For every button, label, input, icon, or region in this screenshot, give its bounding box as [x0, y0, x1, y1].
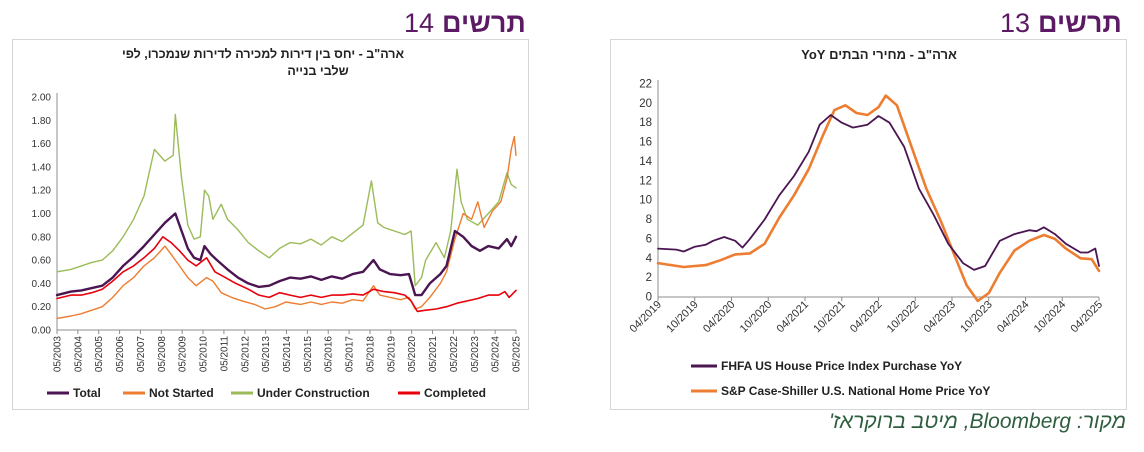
x-tick-label: 05/2004: [73, 336, 84, 373]
x-tick-label: 05/2007: [136, 336, 147, 373]
x-tick-label: 05/2014: [282, 336, 293, 373]
chart-13-svg: ארה"ב - מחירי הבתים YoY 0 2 4 6 8 10 12 14 16 18 2…: [628, 47, 1106, 398]
x-tick-label: 04/2020: [701, 299, 738, 336]
y-tick-label: 2.00: [32, 93, 52, 104]
series-line-fhfa-us-house-price-index-purchase-yoy: [657, 114, 1100, 271]
y-tick-label: 12: [639, 175, 652, 187]
y-tick-label: 0: [646, 292, 652, 304]
x-tick-label: 10/2020: [738, 299, 775, 336]
chart-14-panel: ארה"ב - יחס בין דירות למכירה לדירות שנמכ…: [12, 39, 529, 410]
y-tick-label: 16: [639, 137, 652, 149]
y-tick-label: 1.60: [32, 139, 52, 150]
x-tick-label: 05/2005: [94, 336, 105, 373]
x-tick-label: 10/2023: [958, 299, 995, 336]
y-tick-label: 1.00: [32, 209, 52, 220]
x-tick-label: 05/2015: [303, 336, 314, 373]
y-tick-label: 1.20: [32, 186, 52, 197]
x-tick-label: 05/2025: [512, 336, 523, 373]
x-tick-label: 05/2020: [407, 336, 418, 373]
legend-label-fhfa-us-house-price-index-purchase-yoy: FHFA US House Price Index Purchase YoY: [721, 359, 962, 373]
x-tick-label: 05/2010: [199, 336, 210, 373]
y-tick-label: 1.40: [32, 162, 52, 173]
chart-14-svg: ארה"ב - יחס בין דירות למכירה לדירות שנמכ…: [32, 47, 523, 400]
x-tick-label: 04/2024: [995, 299, 1032, 336]
legend-label-not-started: Not Started: [149, 386, 214, 400]
y-tick-label: 2: [646, 272, 652, 284]
chart-13-header-word: תרשים: [1038, 8, 1122, 38]
x-tick-label: 04/2019: [628, 299, 665, 336]
y-tick-label: 6: [646, 233, 652, 245]
source-note: מקור: Bloomberg, מיטב ברוקראז': [829, 410, 1126, 433]
chart-13-panel: ארה"ב - מחירי הבתים YoY 0 2 4 6 8 10 12 14 16 18 2…: [610, 39, 1127, 410]
chart-14-header-word: תרשים: [442, 8, 526, 38]
x-tick-label: 05/2013: [261, 336, 272, 373]
chart-13-header-number: 13: [1000, 8, 1031, 38]
x-tick-label: 05/2024: [491, 336, 502, 373]
y-tick-label: 1.80: [32, 116, 52, 127]
x-tick-label: 04/2022: [848, 299, 885, 336]
series-line-total: [55, 212, 518, 297]
y-tick-label: 0.60: [32, 256, 52, 267]
y-tick-label: 14: [639, 156, 652, 168]
x-tick-label: 05/2016: [324, 336, 335, 373]
legend-label-completed: Completed: [424, 386, 486, 400]
x-tick-label: 05/2018: [365, 336, 376, 373]
legend-label-s-p-case-shiller-u-s-national-home-price-yoy: S&P Case-Shiller U.S. National Home Pric…: [721, 384, 990, 398]
series-line-under-construction: [56, 113, 517, 287]
y-tick-label: 22: [639, 79, 652, 91]
x-tick-label: 04/2021: [775, 299, 812, 336]
chart-14-title-line1: ארה"ב - יחס בין דירות למכירה לדירות שנמכ…: [122, 47, 404, 61]
x-tick-label: 05/2003: [53, 336, 64, 373]
y-tick-label: 18: [639, 117, 652, 129]
y-tick-label: 0.40: [32, 279, 52, 290]
y-tick-label: 4: [646, 253, 653, 265]
x-tick-label: 05/2008: [157, 336, 168, 373]
y-tick-label: 0.00: [32, 326, 52, 337]
series-line-s-p-case-shiller-u-s-national-home-price-yoy: [656, 94, 1101, 303]
y-tick-label: 0.20: [32, 302, 52, 313]
x-tick-label: 05/2009: [178, 336, 189, 373]
chart-13-header: תרשים13: [1000, 8, 1122, 39]
x-tick-label: 05/2019: [386, 336, 397, 373]
chart-14-header: תרשים14: [404, 8, 526, 39]
x-tick-label: 05/2023: [470, 336, 481, 373]
legend-label-total: Total: [73, 386, 101, 400]
y-tick-label: 8: [646, 214, 652, 226]
x-tick-label: 05/2012: [240, 336, 251, 373]
x-tick-label: 10/2024: [1032, 299, 1069, 336]
legend-label-under-construction: Under Construction: [257, 386, 370, 400]
x-tick-label: 04/2023: [922, 299, 959, 336]
x-tick-label: 05/2021: [428, 336, 439, 373]
series-line-not-started: [56, 135, 517, 320]
y-tick-label: 10: [639, 195, 652, 207]
x-tick-label: 05/2006: [115, 336, 126, 373]
y-tick-label: 20: [639, 98, 652, 110]
series-line-completed: [56, 236, 517, 313]
x-tick-label: 10/2021: [811, 299, 848, 336]
y-tick-label: 0.80: [32, 232, 52, 243]
x-tick-label: 05/2022: [449, 336, 460, 373]
x-tick-label: 05/2011: [219, 336, 230, 372]
chart-14-title-line2: שלבי בנייה: [287, 64, 348, 78]
x-tick-label: 10/2019: [664, 299, 701, 336]
chart-13-title: ארה"ב - מחירי הבתים YoY: [801, 47, 957, 62]
x-tick-label: 05/2017: [345, 336, 356, 373]
x-tick-label: 04/2025: [1069, 299, 1106, 336]
x-tick-label: 10/2022: [885, 299, 922, 336]
chart-14-header-number: 14: [404, 8, 435, 38]
